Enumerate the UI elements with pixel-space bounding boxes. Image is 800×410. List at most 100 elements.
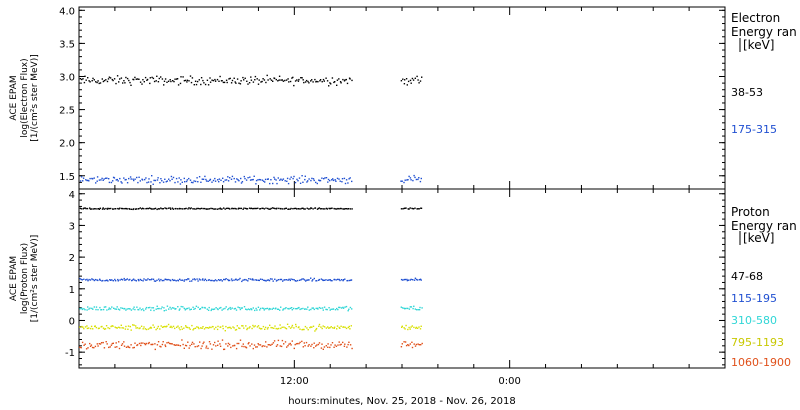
data-point (295, 308, 297, 310)
data-point (342, 208, 344, 210)
data-point (134, 308, 136, 311)
data-point (232, 326, 234, 328)
data-point (222, 81, 225, 84)
data-point (138, 176, 140, 178)
data-point (246, 208, 248, 210)
data-point (106, 279, 108, 281)
data-point (248, 82, 251, 84)
data-point (192, 181, 194, 184)
data-point (407, 179, 409, 181)
data-point (234, 329, 237, 331)
data-point (419, 80, 422, 82)
data-point (252, 324, 254, 327)
data-point (222, 181, 225, 183)
data-point (100, 179, 102, 181)
data-point (117, 180, 119, 182)
data-point (350, 325, 352, 327)
data-point (166, 305, 169, 307)
data-point (202, 342, 204, 345)
data-point (283, 326, 285, 328)
data-point (404, 179, 406, 181)
data-point (108, 308, 110, 311)
data-point (297, 180, 299, 182)
data-point (89, 81, 91, 83)
data-point (224, 330, 226, 332)
data-point (280, 207, 282, 210)
data-point (336, 328, 338, 330)
data-point (160, 325, 162, 327)
data-point (259, 309, 261, 311)
data-point (341, 178, 344, 180)
data-point (227, 180, 230, 182)
data-point (244, 207, 247, 210)
data-point (106, 80, 109, 83)
data-point (115, 327, 117, 329)
data-point (275, 327, 277, 330)
data-point (187, 278, 189, 280)
data-point (161, 180, 163, 182)
data-point (80, 176, 83, 178)
y-tick-label: 1 (69, 285, 75, 296)
data-point (286, 346, 288, 348)
data-point (416, 279, 419, 281)
data-point (262, 325, 265, 328)
data-point (205, 345, 208, 347)
data-point (103, 208, 105, 210)
data-point (220, 208, 222, 210)
data-point (287, 307, 289, 310)
data-point (304, 345, 306, 347)
data-point (207, 208, 209, 210)
data-point (107, 207, 109, 210)
data-point (269, 208, 271, 210)
data-point (410, 82, 412, 84)
data-point (403, 327, 405, 329)
data-point (259, 328, 262, 330)
data-point (194, 346, 196, 348)
data-point (240, 80, 242, 82)
data-point (419, 306, 421, 309)
data-point (318, 323, 321, 326)
data-point (250, 79, 253, 81)
data-point (301, 329, 303, 331)
data-point (311, 280, 313, 282)
data-point (105, 325, 108, 327)
data-point (311, 177, 313, 180)
data-point (421, 307, 423, 309)
data-point (242, 76, 244, 79)
y-axis-title: [1/(cm²s ster MeV)] (30, 54, 40, 141)
data-point (92, 328, 94, 330)
data-point (291, 324, 294, 327)
data-point (418, 309, 421, 311)
data-point (289, 178, 291, 180)
data-point (157, 81, 160, 83)
data-point (138, 327, 140, 330)
data-point (144, 76, 147, 79)
data-point (183, 80, 186, 82)
data-point (194, 307, 196, 310)
data-point (181, 208, 184, 210)
data-point (277, 339, 280, 342)
data-point (95, 306, 98, 308)
data-point (284, 307, 286, 310)
data-point (339, 81, 342, 83)
data-point (251, 308, 253, 311)
data-point (87, 347, 89, 349)
data-point (287, 345, 289, 347)
data-point (149, 82, 151, 85)
data-point (202, 326, 204, 328)
data-point (348, 325, 350, 328)
data-point (185, 345, 188, 347)
legend-entry: 47-68 (731, 270, 763, 283)
data-point (339, 306, 341, 309)
data-point (144, 279, 147, 281)
data-point (218, 80, 220, 82)
data-point (157, 208, 160, 210)
data-point (296, 308, 298, 310)
data-point (118, 341, 120, 343)
data-point (195, 208, 197, 210)
data-point (305, 79, 308, 82)
data-point (129, 325, 131, 328)
data-point (123, 345, 126, 347)
data-point (256, 309, 258, 311)
data-point (126, 208, 128, 210)
